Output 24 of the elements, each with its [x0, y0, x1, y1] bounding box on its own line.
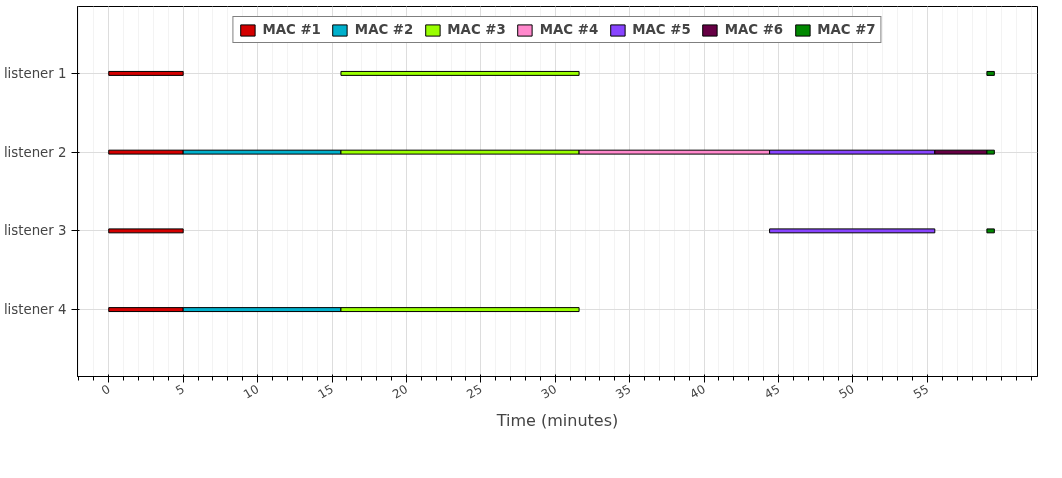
- x-tick-label: 0: [98, 381, 113, 398]
- x-axis-title: Time (minutes): [495, 410, 619, 430]
- legend-label: MAC #2: [354, 22, 414, 37]
- x-tick-label: 40: [687, 381, 708, 402]
- x-tick-label: 15: [315, 381, 336, 402]
- y-tick-label: listener 2: [3, 144, 67, 160]
- x-tick-label: 30: [538, 381, 560, 402]
- x-tick-label: 10: [241, 381, 262, 402]
- legend-label: MAC #1: [262, 22, 321, 37]
- y-tick-label: listener 1: [3, 65, 67, 81]
- x-tick-label: 20: [389, 381, 411, 402]
- legend-label: MAC #6: [724, 22, 784, 37]
- x-tick-label: 5: [173, 381, 187, 398]
- y-tick-label: listener 3: [3, 223, 67, 239]
- legend-label: MAC #7: [817, 22, 876, 37]
- x-tick-label: 45: [762, 381, 783, 402]
- x-tick-label: 25: [464, 381, 485, 402]
- x-tick-label: 50: [836, 381, 857, 402]
- y-tick-label: listener 4: [3, 302, 67, 318]
- legend-label: MAC #5: [632, 22, 691, 37]
- legend-label: MAC #3: [447, 22, 506, 37]
- x-tick-label: 35: [613, 381, 634, 402]
- x-tick-label: 55: [910, 381, 932, 402]
- legend-label: MAC #4: [539, 22, 599, 37]
